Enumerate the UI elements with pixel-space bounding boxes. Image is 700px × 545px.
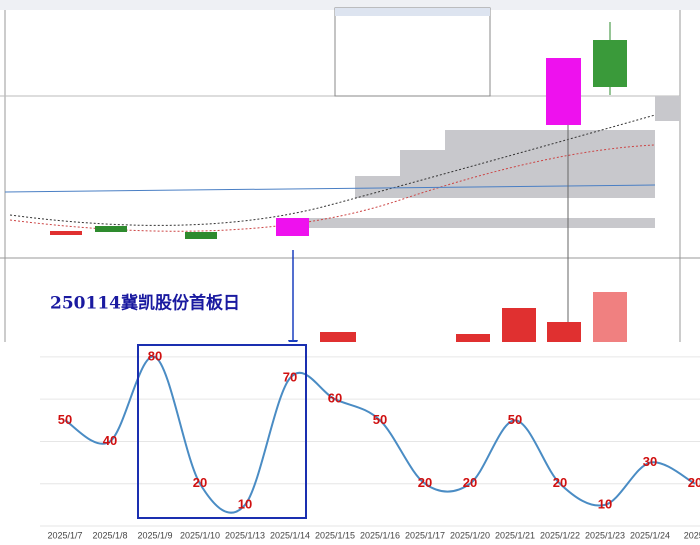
box xyxy=(655,96,680,121)
x-tick-label: 2025/1/23 xyxy=(585,530,625,540)
toolbar xyxy=(0,0,700,10)
data-label: 20 xyxy=(553,475,567,490)
data-label: 60 xyxy=(328,391,342,406)
volume-bar xyxy=(320,332,356,342)
candle xyxy=(95,226,127,232)
candle xyxy=(50,231,82,235)
x-tick-label: 2025/1/16 xyxy=(360,530,400,540)
data-label: 20 xyxy=(193,475,207,490)
data-label: 10 xyxy=(598,496,612,511)
box xyxy=(445,130,655,170)
series-line xyxy=(64,355,696,514)
x-tick-label: 2025/ xyxy=(684,530,700,540)
x-tick-label: 2025/1/9 xyxy=(137,530,172,540)
x-tick-label: 2025/1/14 xyxy=(270,530,310,540)
annotation: 250114冀凯股份首板日 xyxy=(50,293,240,314)
data-label: 10 xyxy=(238,496,252,511)
x-tick-label: 2025/1/24 xyxy=(630,530,670,540)
x-tick-label: 2025/1/21 xyxy=(495,530,535,540)
ma-line xyxy=(4,184,656,193)
data-label: 70 xyxy=(283,369,297,384)
highlight-box xyxy=(137,344,307,519)
data-label: 50 xyxy=(373,412,387,427)
x-tick-label: 2025/1/17 xyxy=(405,530,445,540)
candle xyxy=(546,58,581,125)
ma-line xyxy=(9,144,656,232)
x-tick-label: 2025/1/8 xyxy=(92,530,127,540)
inset-header xyxy=(335,8,490,16)
inset-panel xyxy=(334,7,491,97)
x-tick-label: 2025/1/7 xyxy=(47,530,82,540)
candle xyxy=(593,40,627,87)
stock-screenshot xyxy=(0,0,700,342)
box xyxy=(308,218,655,228)
volume-bar xyxy=(456,334,490,342)
data-label: 80 xyxy=(148,348,162,363)
plot-bg xyxy=(0,342,700,545)
data-label: 20 xyxy=(688,475,700,490)
data-label: 40 xyxy=(103,433,117,448)
candle xyxy=(276,218,309,236)
data-label: 50 xyxy=(58,412,72,427)
x-tick-label: 2025/1/15 xyxy=(315,530,355,540)
volume-bar xyxy=(502,308,536,342)
data-label: 50 xyxy=(508,412,522,427)
x-tick-label: 2025/1/22 xyxy=(540,530,580,540)
x-tick-label: 2025/1/20 xyxy=(450,530,490,540)
line-chart: 2025/1/7 2025/1/8 2025/1/9 2025/1/10 2025/1/… xyxy=(40,348,700,540)
data-label: 20 xyxy=(418,475,432,490)
x-tick-label: 2025/1/13 xyxy=(225,530,265,540)
data-label: 30 xyxy=(643,454,657,469)
candle xyxy=(185,232,217,239)
x-tick-label: 2025/1/10 xyxy=(180,530,220,540)
volume-bar xyxy=(593,292,627,342)
volume-bar xyxy=(547,322,581,342)
data-label: 20 xyxy=(463,475,477,490)
